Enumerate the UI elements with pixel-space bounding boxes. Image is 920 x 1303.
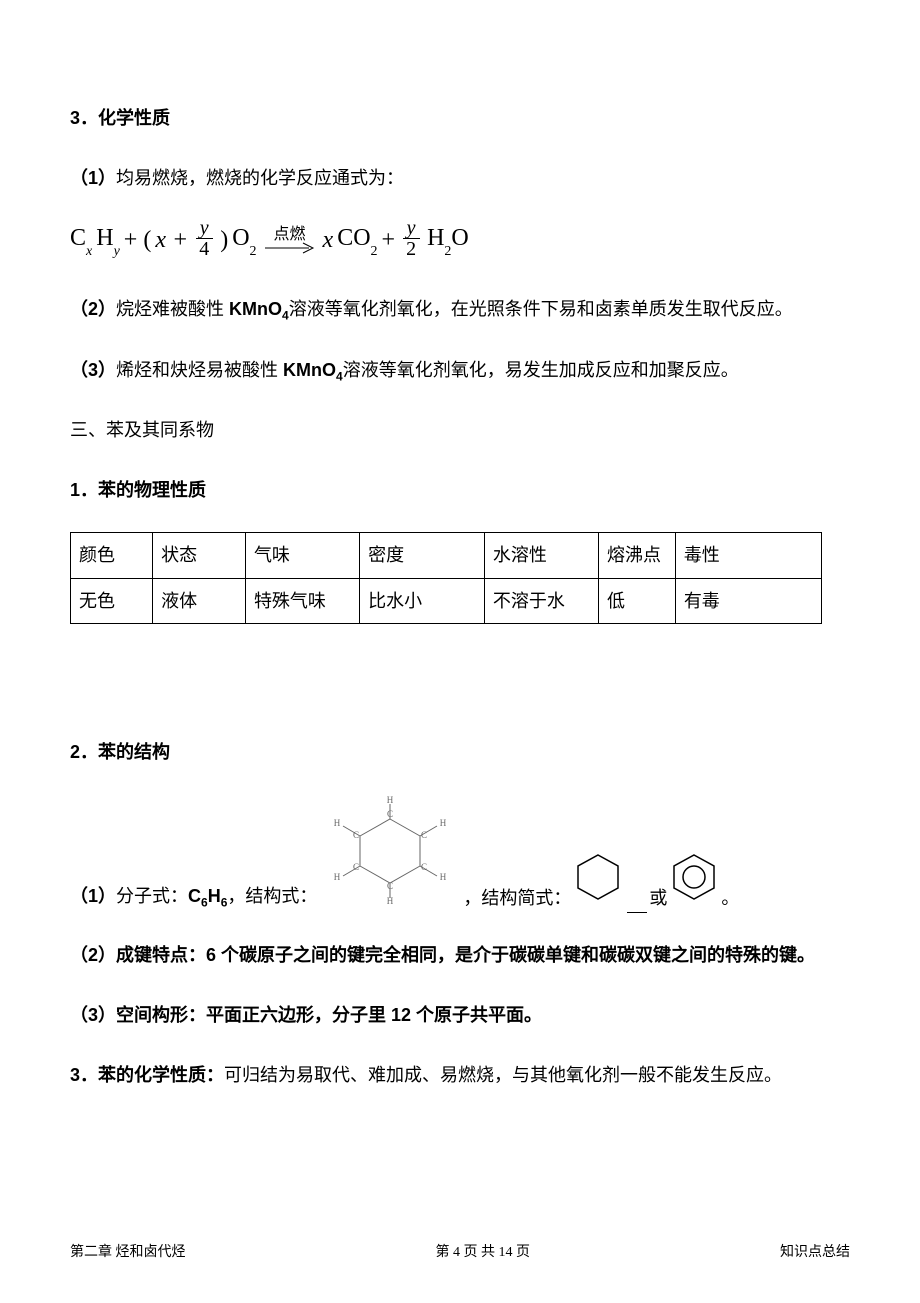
eq-co2: CO2 [337,225,377,256]
footer-right: 知识点总结 [780,1241,850,1261]
struct-point-2: （2）成键特点：6 个碳原子之间的键完全相同，是介于碳碳单键和碳碳双键之间的特殊… [70,937,850,973]
eq-x-plus: x + [155,227,188,254]
point-3-3: （3）烯烃和炔烃易被酸性 KMnO4溶液等氧化剂氧化，易发生加成反应和加聚反应。 [70,352,850,389]
struct-2-prefix: （2） [70,945,116,965]
th-toxicity: 毒性 [675,533,821,578]
struct-1-end: 。 [721,884,739,913]
struct-point-3: （3）空间构形：平面正六边形，分子里 12 个原子共平面。 [70,997,850,1033]
eq-o2: O2 [232,225,256,256]
th-solubility: 水溶性 [484,533,598,578]
page-footer: 第二章 烃和卤代烃 第 4 页 共 14 页 知识点总结 [70,1241,850,1261]
benzene-structural-formula: H H H H H H C C C C C C [325,794,455,913]
struct-1-lead: （1）分子式：C6H6，结构式： [70,882,317,913]
page: 3．化学性质 （1）均易燃烧，燃烧的化学反应通式为： Cx Hy + ( x +… [0,0,920,1303]
arrow-icon [265,241,315,255]
td-density: 比水小 [360,578,485,623]
th-color: 颜色 [71,533,153,578]
struct-3-prefix: （3） [70,1005,116,1025]
td-solubility: 不溶于水 [484,578,598,623]
svg-text:H: H [440,872,447,882]
table-row: 无色 液体 特殊气味 比水小 不溶于水 低 有毒 [71,578,822,623]
point-3-3-prefix: （3） [70,360,116,380]
svg-text:H: H [334,872,341,882]
svg-text:H: H [334,818,341,828]
footer-left: 第二章 烃和卤代烃 [70,1241,186,1261]
struct-3-text: 空间构形：平面正六边形，分子里 12 个原子共平面。 [116,1005,542,1025]
p33-a: 烯烃和炔烃易被酸性 [116,360,283,380]
eq-cx: Cx [70,225,92,256]
eq-hy: Hy [96,225,120,256]
heading-benzene-struct-text: 2．苯的结构 [70,742,170,762]
heading-benzene-phys-text: 1．苯的物理性质 [70,480,206,500]
struct-2-text: 成键特点：6 个碳原子之间的键完全相同，是介于碳碳单键和碳碳双键之间的特殊的键。 [116,945,815,965]
footer-center: 第 4 页 共 14 页 [436,1241,531,1261]
eq-close-paren: ) [220,227,228,254]
p33-b: 溶液等氧化剂氧化，易发生加成反应和加聚反应。 [343,360,739,380]
struct-1-or: 或 [649,884,667,913]
point-3-1-text: 均易燃烧，燃烧的化学反应通式为： [116,168,404,188]
svg-text:H: H [387,896,394,904]
point-3-1: （1）均易燃烧，燃烧的化学反应通式为： [70,160,850,196]
svg-text:C: C [353,830,359,840]
formula-c6h6: C6H6 [188,886,227,906]
svg-text:H: H [387,795,394,805]
heading-benzene-phys: 1．苯的物理性质 [70,472,850,508]
td-toxicity: 有毒 [675,578,821,623]
point-3-2: （2）烷烃难被酸性 KMnO4溶液等氧化剂氧化，在光照条件下易和卤素单质发生取代… [70,291,850,328]
combustion-equation: Cx Hy + ( x + y 4 ) O2 点燃 x CO2 + y 2 H2… [70,220,850,261]
eq-h2o: H2O [427,225,469,256]
td-smell: 特殊气味 [245,578,359,623]
point-3-1-prefix: （1） [70,168,116,188]
p33-kmno4: KMnO4 [283,360,343,380]
td-color: 无色 [71,578,153,623]
benzene-chem-rest: 可归结为易取代、难加成、易燃烧，与其他氧化剂一般不能发生反应。 [224,1065,782,1085]
benzene-properties-table: 颜色 状态 气味 密度 水溶性 熔沸点 毒性 无色 液体 特殊气味 比水小 不溶… [70,532,822,624]
benzene-chem-prefix: 3．苯的化学性质： [70,1065,224,1085]
heading-3: 3．化学性质 [70,100,850,136]
spacer [70,644,850,734]
hexagon-icon [571,850,625,904]
svg-text:C: C [421,830,427,840]
struct-line-1: （1）分子式：C6H6，结构式： H H H [70,794,850,913]
table-row: 颜色 状态 气味 密度 水溶性 熔沸点 毒性 [71,533,822,578]
p32-kmno4: KMnO4 [229,299,289,319]
th-smell: 气味 [245,533,359,578]
point-3-2-prefix: （2） [70,299,116,319]
hexagon-circle-icon [667,850,721,904]
heading-3-text: 3．化学性质 [70,108,170,128]
struct-1-mid: ，结构简式： [463,884,571,913]
eq-frac-y2: y 2 [402,218,420,259]
benzene-hexagon-circle [667,850,721,913]
th-mpbp: 熔沸点 [599,533,676,578]
benzene-kekule-icon: H H H H H H C C C C C C [325,794,455,904]
eq-plus-open: + ( [124,227,152,254]
td-state: 液体 [153,578,246,623]
eq-arrow: 点燃 [265,227,315,255]
eq-frac-y4: y 4 [195,218,213,259]
svg-text:C: C [387,809,393,819]
svg-text:C: C [353,862,359,872]
heading-benzene-struct: 2．苯的结构 [70,734,850,770]
underline-gap [627,912,647,913]
td-mpbp: 低 [599,578,676,623]
svg-text:H: H [440,818,447,828]
eq-plus2: + [382,227,396,254]
heading-benzene-chem: 3．苯的化学性质：可归结为易取代、难加成、易燃烧，与其他氧化剂一般不能发生反应。 [70,1057,850,1093]
th-state: 状态 [153,533,246,578]
p32-a: 烷烃难被酸性 [116,299,229,319]
eq-rhs-x: x [323,227,334,254]
p32-b: 溶液等氧化剂氧化，在光照条件下易和卤素单质发生取代反应。 [289,299,793,319]
section-3-title: 三、苯及其同系物 [70,412,850,448]
benzene-hexagon-simple [571,850,625,913]
svg-text:C: C [421,862,427,872]
svg-text:C: C [387,881,393,891]
th-density: 密度 [360,533,485,578]
